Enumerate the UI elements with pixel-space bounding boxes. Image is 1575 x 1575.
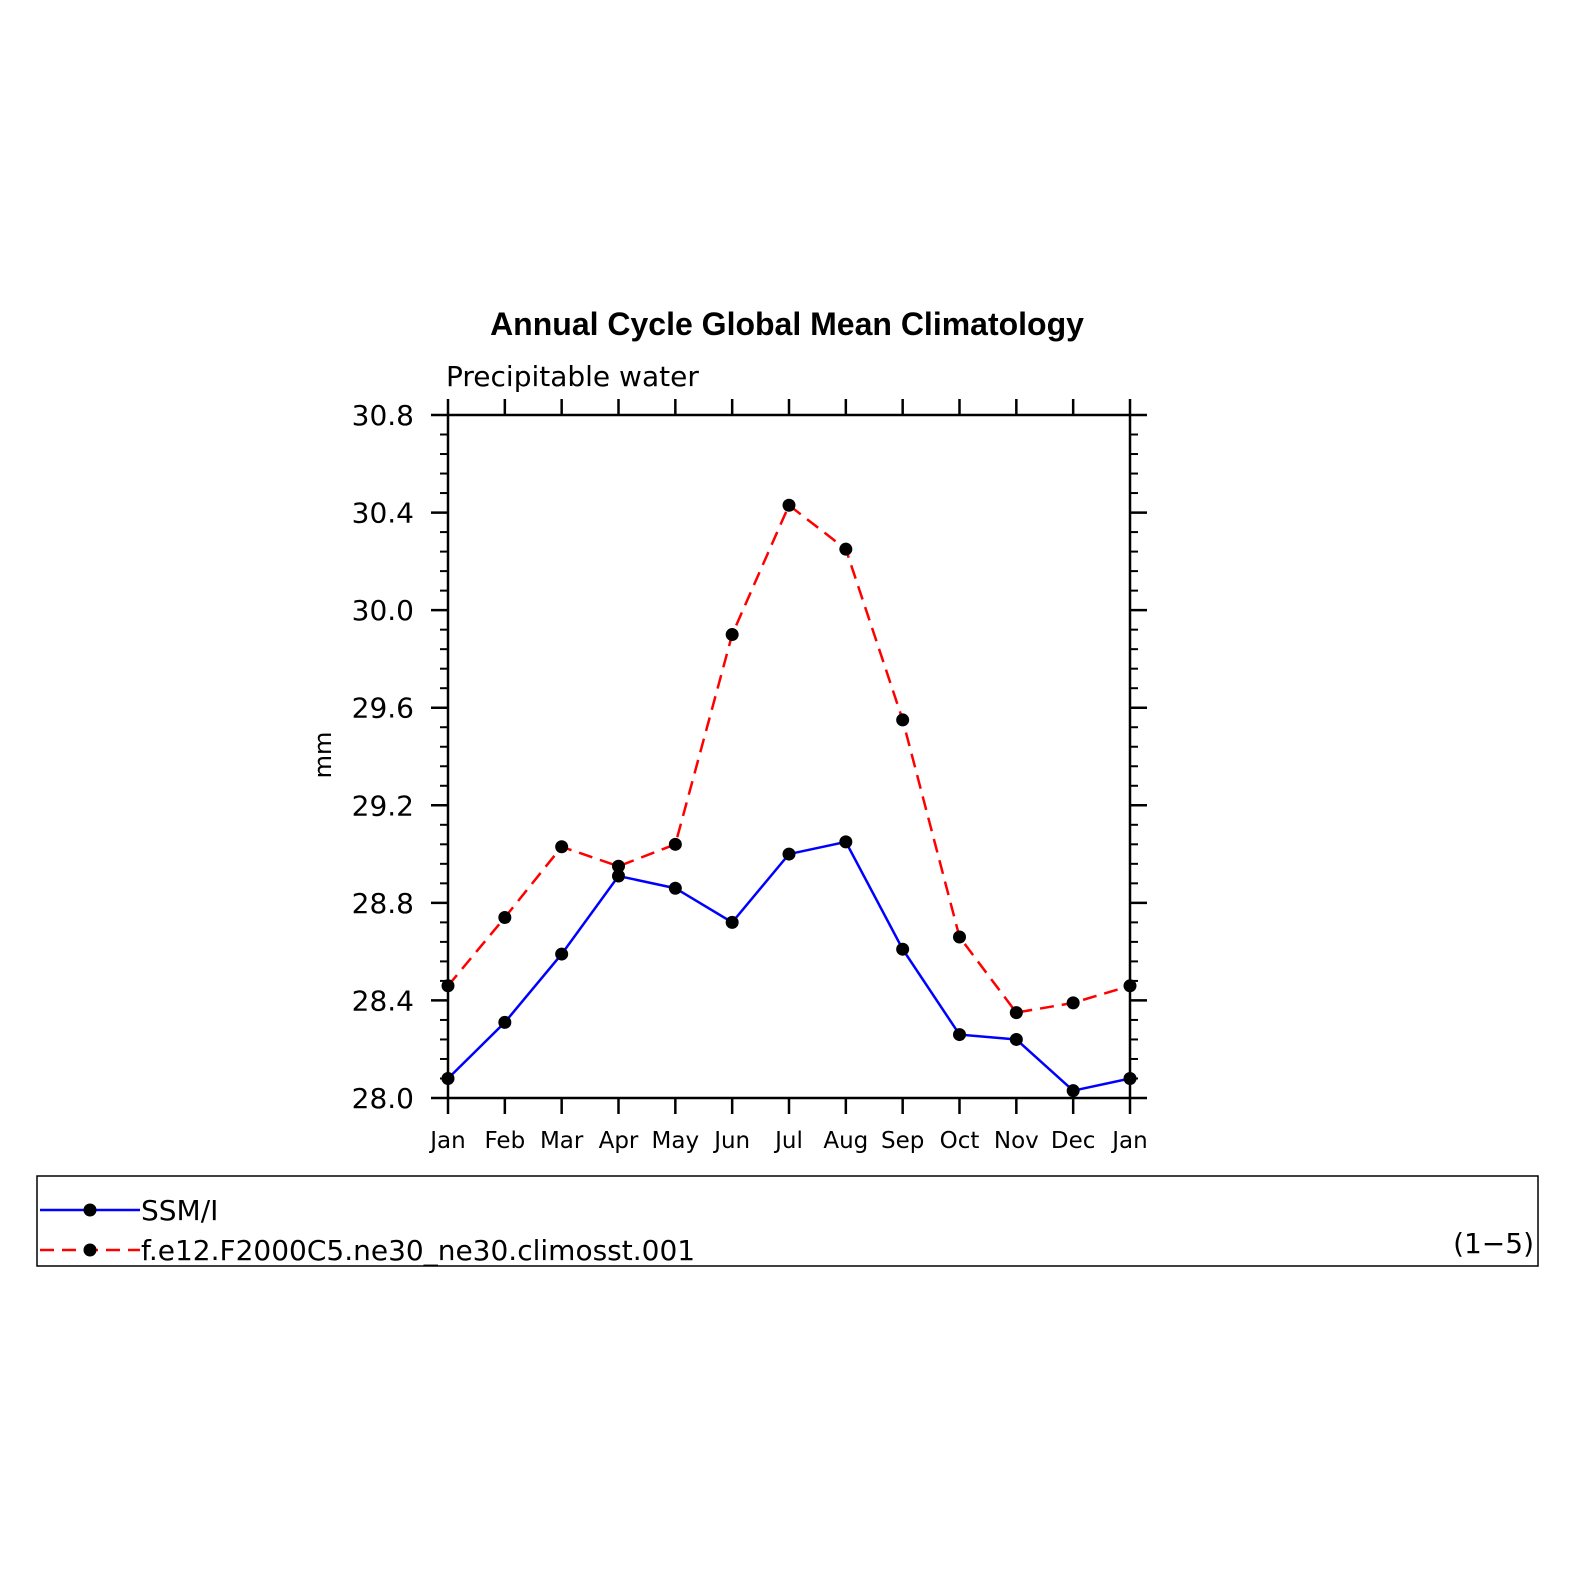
chart-subtitle: Precipitable water: [446, 360, 699, 393]
x-tick-label: Nov: [994, 1128, 1039, 1154]
data-point: [839, 835, 853, 849]
chart-title: Annual Cycle Global Mean Climatology: [490, 306, 1084, 342]
data-point: [1123, 1071, 1137, 1085]
data-point: [612, 859, 625, 873]
x-tick-label: Sep: [881, 1128, 924, 1154]
data-point: [896, 713, 910, 727]
y-tick-label: 28.0: [352, 1082, 414, 1115]
x-tick-label: Jun: [712, 1128, 750, 1154]
data-point: [1123, 979, 1137, 993]
data-point: [498, 910, 512, 924]
x-tick-label: Apr: [599, 1128, 639, 1154]
x-tick-label: Feb: [484, 1128, 525, 1154]
x-tick-label: Jan: [428, 1128, 465, 1154]
y-tick-label: 30.4: [352, 497, 414, 530]
data-point: [782, 498, 796, 512]
data-point: [1009, 1032, 1023, 1046]
x-tick-label: Jul: [773, 1128, 803, 1154]
data-point: [498, 1015, 512, 1029]
data-point: [1066, 1084, 1080, 1098]
y-tick-label: 29.2: [352, 789, 414, 822]
legend-label: f.e12.F2000C5.ne30_ne30.climosst.001: [141, 1234, 695, 1267]
series-line: [447, 840, 1131, 1093]
data-point: [725, 628, 739, 642]
x-tick-label: Mar: [540, 1128, 584, 1154]
series-line: [447, 503, 1131, 1014]
data-point: [555, 947, 569, 961]
data-point: [1009, 1006, 1023, 1020]
x-tick-label: May: [652, 1128, 700, 1154]
legend-box: [36, 1175, 1539, 1267]
data-point: [725, 915, 739, 929]
data-point: [782, 847, 796, 861]
legend-label: SSM/I: [141, 1194, 218, 1227]
plot-frame: [446, 413, 1132, 1100]
data-point: [668, 881, 682, 895]
x-tick-label: Dec: [1051, 1128, 1096, 1154]
y-tick-label: 28.8: [352, 887, 414, 920]
data-point: [555, 840, 569, 854]
data-point: [441, 979, 455, 993]
data-point: [953, 930, 966, 944]
x-tick-label: Jan: [1110, 1128, 1147, 1154]
y-tick-label: 28.4: [352, 984, 414, 1017]
legend-marker: [83, 1203, 97, 1217]
y-tick-label: 30.8: [352, 399, 414, 432]
x-tick-label: Oct: [940, 1128, 980, 1154]
data-point: [1066, 996, 1080, 1010]
series-layer: [441, 498, 1137, 1098]
x-tick-label: Aug: [823, 1128, 868, 1154]
data-point: [839, 542, 853, 556]
legend: SSM/I f.e12.F2000C5.ne30_ne30.climosst.00…: [40, 1194, 695, 1267]
data-point: [896, 942, 910, 956]
data-point: [668, 837, 682, 851]
y-axis-label: mm: [309, 732, 337, 779]
legend-marker: [83, 1243, 97, 1257]
y-tick-label: 29.6: [352, 692, 414, 725]
legend-note: (1−5): [1453, 1227, 1534, 1260]
data-point: [612, 869, 625, 883]
data-point: [953, 1028, 966, 1042]
data-point: [441, 1071, 455, 1085]
y-tick-label: 30.0: [352, 594, 414, 627]
axes: Jan Feb Mar Apr May Jun Jul Aug Sep Oct Nov Dec Jan 2…: [352, 399, 1148, 1154]
